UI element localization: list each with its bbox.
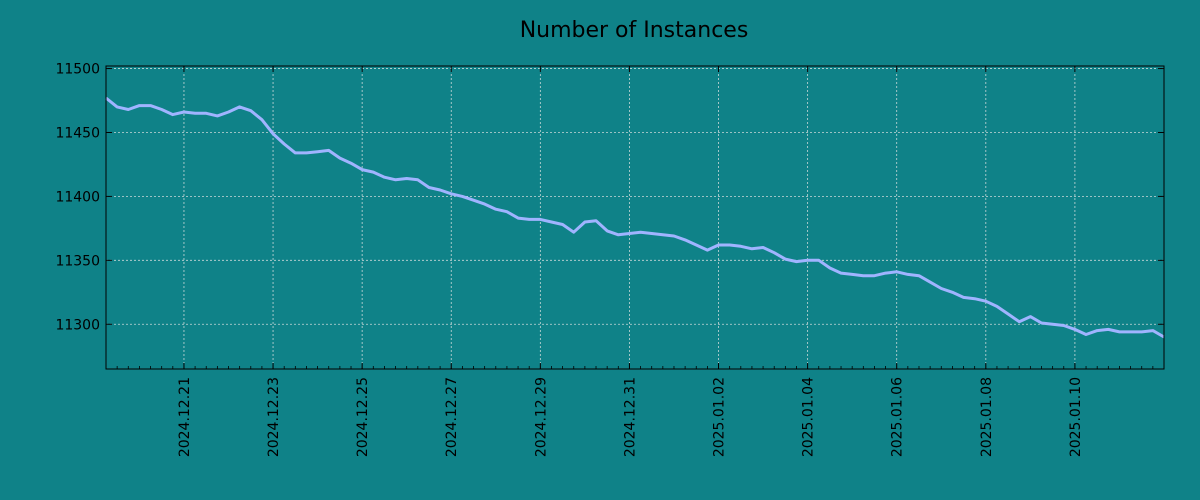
x-tick-label: 2025.01.08 (979, 377, 995, 457)
plot-area-frame (105, 65, 1165, 370)
x-tick-label: 2024.12.21 (177, 377, 193, 457)
y-axis: 11300 11350 11400 11450 11500 (55, 62, 1164, 333)
series-line (105, 96, 1165, 339)
x-tick-label: 2024.12.23 (266, 377, 282, 457)
x-tick-label: 2025.01.10 (1068, 377, 1084, 457)
y-tick-label: 11350 (55, 253, 100, 269)
x-tick-label: 2024.12.27 (444, 377, 460, 457)
x-tick-label: 2024.12.25 (355, 377, 371, 457)
x-tick-label: 2025.01.06 (890, 377, 906, 457)
y-tick-label: 11500 (55, 62, 100, 78)
x-tick-label: 2025.01.02 (712, 377, 728, 457)
y-tick-label: 11400 (55, 189, 100, 205)
x-tick-label: 2024.12.29 (533, 377, 549, 457)
y-tick-label: 11300 (55, 317, 100, 333)
y-tick-label: 11450 (55, 125, 100, 141)
x-tick-label: 2025.01.04 (801, 377, 817, 457)
x-axis: 2024.12.21 2024.12.23 2024.12.25 2024.12.27… (105, 66, 1165, 457)
chart-title: Number of Instances (520, 18, 749, 43)
x-tick-label: 2024.12.31 (622, 377, 638, 457)
grid-lines (106, 66, 1164, 369)
